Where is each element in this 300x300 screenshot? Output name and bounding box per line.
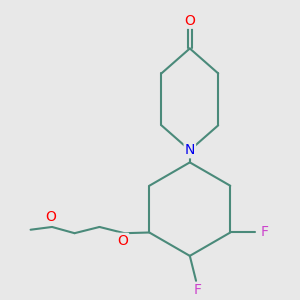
Text: O: O [184,14,195,28]
Text: O: O [117,234,128,248]
Text: N: N [184,143,195,157]
Text: O: O [45,210,56,224]
Text: F: F [194,284,202,298]
Text: F: F [261,226,269,239]
